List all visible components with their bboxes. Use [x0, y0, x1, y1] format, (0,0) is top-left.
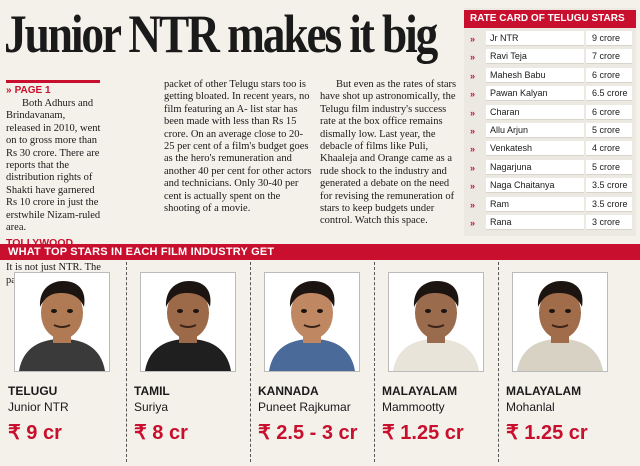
rate-card-fee: 5 crore: [586, 159, 632, 175]
rate-card-row: » Jr NTR 9 crore: [464, 30, 636, 48]
chevron-right-icon: »: [470, 52, 476, 63]
rate-card-star-name: Rana: [486, 215, 584, 230]
star-name: Mohanlal: [506, 400, 555, 414]
rate-card-fee: 3.5 crore: [586, 178, 632, 194]
star-fee: ₹ 2.5 - 3 cr: [258, 422, 358, 444]
rate-card-star-name: Pawan Kalyan: [486, 86, 584, 102]
rate-card-fee: 3 crore: [586, 215, 632, 230]
star-portrait: [264, 272, 360, 372]
kicker-rule: [6, 80, 100, 83]
portrait-icon: [15, 273, 109, 371]
star-name: Junior NTR: [8, 400, 69, 414]
rate-card-fee: 6.5 crore: [586, 86, 632, 102]
star-portrait: [388, 272, 484, 372]
headline: Junior NTR makes it big: [4, 4, 438, 64]
panel-divider: [126, 262, 127, 462]
rate-card-star-name: Mahesh Babu: [486, 67, 584, 83]
rate-card-row: » Venkatesh 4 crore: [464, 140, 636, 158]
chevron-right-icon: »: [470, 126, 476, 136]
rate-card-row: » Rana 3 crore: [464, 214, 636, 232]
rate-card-row: » Pawan Kalyan 6.5 crore: [464, 85, 636, 103]
star-fee: ₹ 9 cr: [8, 422, 62, 444]
star-industry: KANNADA: [258, 384, 319, 398]
rate-card-star-name: Jr NTR: [486, 31, 584, 46]
rate-card-star-name: Venkatesh: [486, 141, 584, 157]
chevron-right-icon: »: [470, 70, 476, 81]
rate-card-star-name: Charan: [486, 104, 584, 120]
panel-divider: [250, 262, 251, 462]
chevron-right-icon: »: [470, 162, 476, 173]
rate-card-star-name: Ravi Teja: [486, 49, 584, 65]
star-fee: ₹ 1.25 cr: [382, 422, 464, 444]
star-industry: TELUGU: [8, 384, 58, 398]
rate-card-fee: 6 crore: [586, 67, 632, 83]
portrait-icon: [513, 273, 607, 371]
rate-card-star-name: Naga Chaitanya: [486, 178, 584, 194]
star-portrait: [14, 272, 110, 372]
star-fee: ₹ 1.25 cr: [506, 422, 588, 444]
star-portrait: [512, 272, 608, 372]
chevron-right-icon: »: [470, 144, 476, 155]
chevron-right-icon: »: [470, 199, 476, 210]
rate-card-title: RATE CARD OF TELUGU STARS: [464, 10, 636, 28]
portrait-icon: [265, 273, 359, 371]
star-industry: TAMIL: [134, 384, 170, 398]
rate-card-star-name: Nagarjuna: [486, 159, 584, 175]
chevron-right-icon: »: [470, 218, 476, 228]
chevron-right-icon: »: [470, 107, 476, 118]
rate-card-star-name: Allu Arjun: [486, 123, 584, 138]
star-name: Puneet Rajkumar: [258, 400, 351, 414]
chevron-right-icon: »: [6, 85, 12, 96]
rate-card-fee: 7 crore: [586, 49, 632, 65]
rate-card-fee: 5 crore: [586, 123, 632, 138]
panel-divider: [374, 262, 375, 462]
article-column-3: But even as the rates of stars have shot…: [320, 79, 458, 228]
rate-card-row: » Ram 3.5 crore: [464, 196, 636, 214]
page-kicker[interactable]: » PAGE 1: [6, 85, 51, 96]
top-stars-title: WHAT TOP STARS IN EACH FILM INDUSTRY GET: [8, 246, 275, 258]
star-portrait: [140, 272, 236, 372]
rate-card-row: » Allu Arjun 5 crore: [464, 122, 636, 140]
rate-card-row: » Mahesh Babu 6 crore: [464, 67, 636, 85]
article-paragraph: packet of other Telugu stars too is gett…: [164, 79, 312, 215]
star-name: Suriya: [134, 400, 169, 414]
portrait-icon: [141, 273, 235, 371]
rate-card-fee: 3.5 crore: [586, 196, 632, 212]
star-industry: MALAYALAM: [506, 384, 582, 398]
page-kicker-label: PAGE 1: [14, 85, 51, 96]
rate-card-fee: 9 crore: [586, 31, 632, 46]
rate-card-row: » Charan 6 crore: [464, 104, 636, 122]
chevron-right-icon: »: [470, 34, 476, 44]
rate-card-star-name: Ram: [486, 196, 584, 212]
article-paragraph: But even as the rates of stars have shot…: [320, 79, 457, 227]
panel-divider: [498, 262, 499, 462]
star-industry: MALAYALAM: [382, 384, 458, 398]
chevron-right-icon: »: [470, 89, 476, 100]
chevron-right-icon: »: [470, 181, 476, 192]
top-stars-banner: [0, 244, 640, 260]
article-paragraph: It is not just NTR. The pay: [6, 262, 101, 285]
rate-card-row: » Nagarjuna 5 crore: [464, 159, 636, 177]
rate-card-row: » Naga Chaitanya 3.5 crore: [464, 177, 636, 195]
article-paragraph: Both Adhurs and Brindavanam, released in…: [6, 98, 101, 234]
rate-card-fee: 6 crore: [586, 104, 632, 120]
rate-card-row: » Ravi Teja 7 crore: [464, 48, 636, 66]
star-fee: ₹ 8 cr: [134, 422, 188, 444]
portrait-icon: [389, 273, 483, 371]
star-name: Mammootty: [382, 400, 445, 414]
article-column-2: packet of other Telugu stars too is gett…: [164, 79, 312, 215]
rate-card-fee: 4 crore: [586, 141, 632, 157]
